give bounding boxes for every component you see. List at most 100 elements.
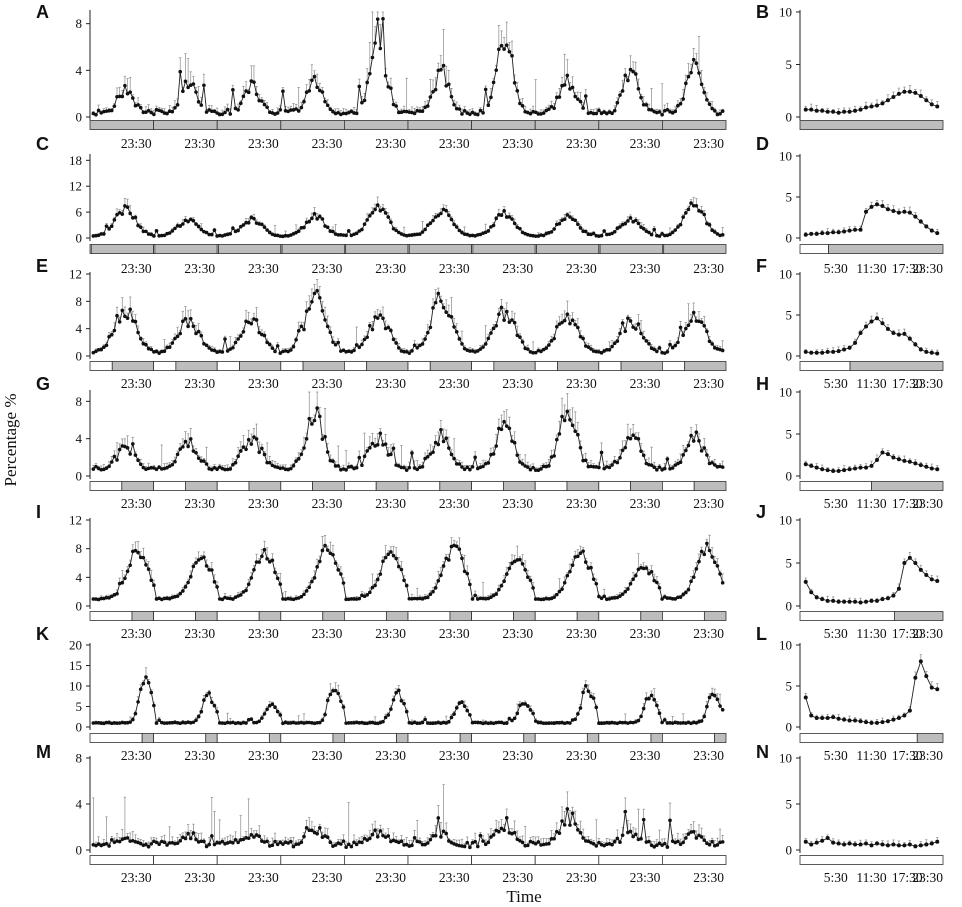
data-point (396, 110, 401, 115)
light-phase-segment (662, 481, 695, 491)
data-point (602, 721, 606, 725)
data-point (684, 448, 688, 453)
data-point (528, 708, 533, 712)
x-tick-label: 17:30 (892, 261, 923, 276)
data-point (562, 83, 567, 87)
data-point (820, 108, 825, 113)
data-point (447, 446, 451, 450)
data-point (657, 234, 662, 238)
data-point (383, 211, 388, 215)
data-point (370, 55, 375, 60)
data-point (91, 597, 96, 601)
data-point (605, 111, 609, 116)
data-point (452, 712, 456, 716)
data-point (547, 597, 551, 601)
data-point (344, 468, 348, 472)
data-point (576, 712, 580, 716)
data-point (368, 213, 372, 218)
data-point (665, 596, 670, 600)
data-point (560, 414, 564, 419)
data-point (159, 233, 164, 238)
x-tick-label: 23:30 (121, 496, 152, 511)
data-point (497, 720, 501, 725)
data-point (578, 226, 583, 230)
data-point (649, 232, 654, 237)
data-point (220, 721, 225, 725)
data-point (162, 721, 167, 725)
data-point (447, 82, 451, 87)
data-point (391, 226, 396, 231)
data-point (175, 103, 180, 107)
data-point (262, 452, 267, 457)
data-point (333, 464, 338, 468)
light-dark-bar (799, 611, 944, 621)
data-point (173, 459, 177, 464)
data-point (694, 567, 699, 571)
series-line (93, 289, 723, 354)
data-point (853, 227, 858, 232)
data-point (252, 216, 256, 221)
data-point (836, 110, 841, 115)
data-point (702, 90, 707, 95)
data-point (217, 349, 222, 354)
data-point (431, 89, 435, 94)
data-point (320, 308, 325, 313)
data-point (138, 555, 143, 560)
data-point (423, 337, 427, 341)
data-point (473, 455, 477, 460)
y-tick-label: 5 (786, 427, 793, 442)
series-line (805, 317, 938, 354)
data-point (270, 346, 275, 350)
panel-letter-C: C (36, 134, 49, 154)
data-point (157, 234, 161, 238)
data-point (473, 720, 477, 725)
data-point (536, 597, 541, 601)
data-point (665, 457, 670, 461)
data-point (265, 105, 269, 110)
data-point (265, 340, 269, 345)
data-point (238, 101, 243, 106)
data-point (141, 555, 146, 560)
data-point (497, 312, 501, 317)
data-point (639, 331, 643, 336)
data-point (362, 454, 367, 459)
data-point (267, 230, 272, 235)
data-point (620, 592, 625, 596)
data-point (576, 222, 580, 227)
data-point (207, 691, 211, 695)
data-point (462, 569, 467, 574)
data-point (918, 347, 923, 352)
data-point (362, 337, 367, 342)
data-point (528, 467, 533, 472)
data-point (286, 596, 290, 601)
y-tick-label: 0 (76, 720, 83, 735)
dark-phase-segment (799, 120, 944, 130)
data-point (468, 233, 472, 238)
x-tick-label: 23:30 (630, 748, 661, 763)
data-point (457, 547, 462, 551)
x-tick-label: 23:30 (312, 748, 343, 763)
data-point (273, 570, 277, 575)
data-point (389, 550, 393, 554)
data-point (691, 575, 696, 580)
data-point (570, 318, 575, 322)
data-point (267, 342, 272, 347)
data-point (552, 454, 556, 458)
data-point (370, 585, 375, 590)
x-tick-label: 23:30 (693, 496, 724, 511)
data-point (228, 467, 233, 471)
data-point (924, 349, 929, 354)
data-point (803, 232, 808, 237)
data-point (265, 557, 269, 561)
data-point (315, 217, 319, 221)
data-points (803, 89, 940, 115)
data-point (858, 227, 863, 232)
data-point (399, 465, 404, 470)
data-point (557, 432, 562, 436)
data-point (576, 325, 580, 330)
data-point (641, 566, 646, 571)
data-point (428, 721, 433, 725)
data-point (133, 548, 138, 553)
data-point (512, 716, 517, 721)
data-point (328, 692, 333, 697)
